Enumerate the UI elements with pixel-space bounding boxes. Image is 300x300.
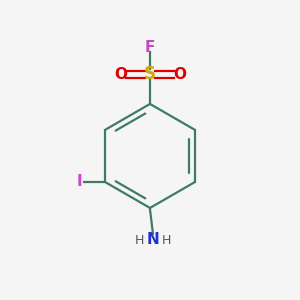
Text: N: N: [147, 232, 159, 247]
Text: H: H: [135, 234, 144, 247]
Text: O: O: [173, 67, 186, 82]
Text: I: I: [77, 175, 82, 190]
Text: S: S: [144, 65, 156, 83]
Text: F: F: [145, 40, 155, 55]
Text: H: H: [162, 234, 171, 247]
Text: O: O: [114, 67, 127, 82]
